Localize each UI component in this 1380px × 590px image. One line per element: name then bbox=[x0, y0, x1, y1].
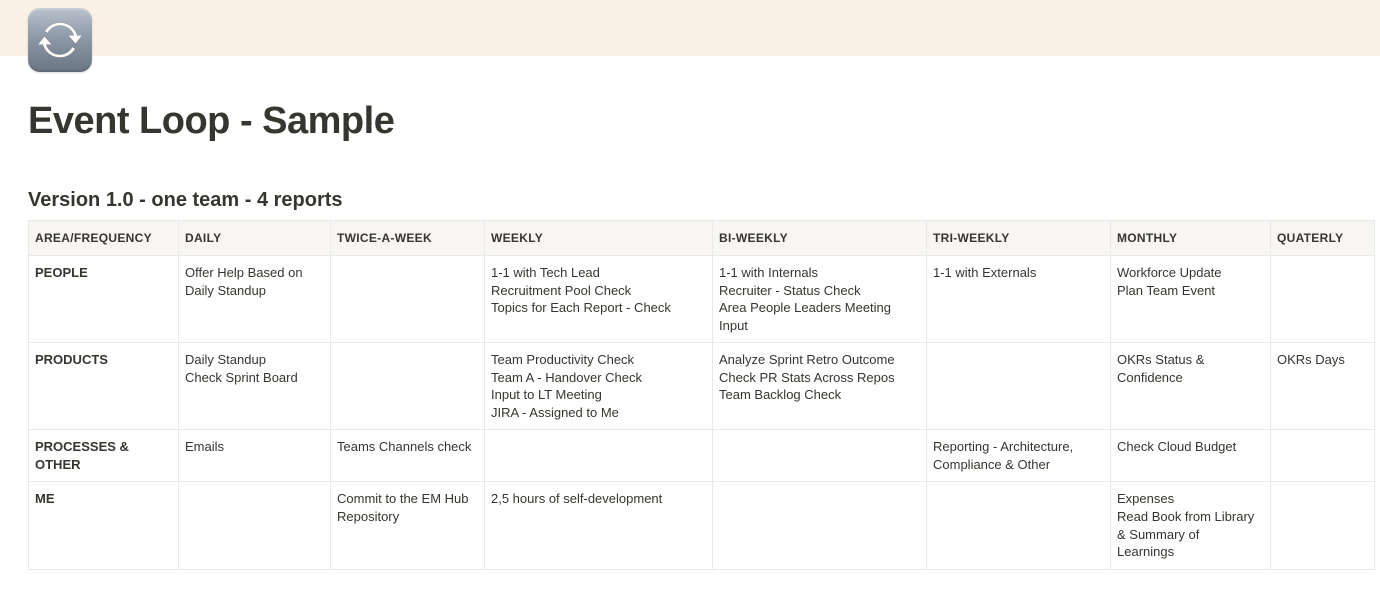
cell-line: 1-1 with Tech Lead bbox=[491, 264, 702, 282]
header-banner bbox=[0, 0, 1380, 56]
cell-line: Offer Help Based on Daily Standup bbox=[185, 264, 320, 299]
cell-line: Daily Standup bbox=[185, 351, 320, 369]
table-cell: Workforce UpdatePlan Team Event bbox=[1111, 256, 1271, 343]
table-row: PEOPLEOffer Help Based on Daily Standup 1… bbox=[29, 256, 1375, 343]
table-cell: Offer Help Based on Daily Standup bbox=[179, 256, 331, 343]
table-cell bbox=[927, 343, 1111, 430]
cell-line: Teams Channels check bbox=[337, 438, 474, 456]
content-area: Event Loop - Sample Version 1.0 - one te… bbox=[0, 56, 1380, 590]
cell-line: Emails bbox=[185, 438, 320, 456]
cell-line: Check Sprint Board bbox=[185, 369, 320, 387]
refresh-icon bbox=[28, 8, 92, 72]
cell-line: Input to LT Meeting bbox=[491, 386, 702, 404]
col-weekly: WEEKLY bbox=[485, 221, 713, 256]
col-quaterly: QUATERLY bbox=[1271, 221, 1375, 256]
table-row: ME Commit to the EM Hub Repository 2,5 hou… bbox=[29, 482, 1375, 569]
table-cell bbox=[713, 430, 927, 482]
cell-line: Recruitment Pool Check bbox=[491, 282, 702, 300]
col-tri-weekly: TRI-WEEKLY bbox=[927, 221, 1111, 256]
table-cell: Daily StandupCheck Sprint Board bbox=[179, 343, 331, 430]
cell-line: Commit to the EM Hub Repository bbox=[337, 490, 474, 525]
cell-line: Expenses bbox=[1117, 490, 1260, 508]
cell-line: 1-1 with Internals bbox=[719, 264, 916, 282]
table-cell bbox=[1271, 430, 1375, 482]
table-cell bbox=[713, 482, 927, 569]
table-cell: 1-1 with Tech LeadRecruitment Pool Check… bbox=[485, 256, 713, 343]
cell-line: Reporting - Architecture, Compliance & O… bbox=[933, 438, 1100, 473]
cell-line: Check Cloud Budget bbox=[1117, 438, 1260, 456]
cell-line: Read Book from Library & Summary of Lear… bbox=[1117, 508, 1260, 561]
subtitle: Version 1.0 - one team - 4 reports bbox=[28, 189, 1352, 212]
table-row: PRODUCTSDaily StandupCheck Sprint BoardT… bbox=[29, 343, 1375, 430]
cell-line: 2,5 hours of self-development bbox=[491, 490, 702, 508]
table-cell: Emails bbox=[179, 430, 331, 482]
table-cell: OKRs Status & Confidence bbox=[1111, 343, 1271, 430]
event-loop-table: AREA/FREQUENCY DAILY TWICE-A-WEEK WEEKLY… bbox=[28, 220, 1375, 570]
col-twice-a-week: TWICE-A-WEEK bbox=[331, 221, 485, 256]
table-cell bbox=[1271, 256, 1375, 343]
table-row: PROCESSES & OTHER Emails Teams Channels ch… bbox=[29, 430, 1375, 482]
table-header-row: AREA/FREQUENCY DAILY TWICE-A-WEEK WEEKLY… bbox=[29, 221, 1375, 256]
table-cell bbox=[331, 343, 485, 430]
col-daily: DAILY bbox=[179, 221, 331, 256]
cell-line: OKRs Days bbox=[1277, 351, 1364, 369]
cell-line: Topics for Each Report - Check bbox=[491, 299, 702, 317]
cell-line: Workforce Update bbox=[1117, 264, 1260, 282]
cell-line: JIRA - Assigned to Me bbox=[491, 404, 702, 422]
cell-line: Team Productivity Check bbox=[491, 351, 702, 369]
cell-line: Team Backlog Check bbox=[719, 386, 916, 404]
table-cell: Team Productivity CheckTeam A - Handover… bbox=[485, 343, 713, 430]
table-cell: 1-1 with Externals bbox=[927, 256, 1111, 343]
row-label: PROCESSES & OTHER bbox=[29, 430, 179, 482]
col-area-frequency: AREA/FREQUENCY bbox=[29, 221, 179, 256]
table-cell bbox=[1271, 482, 1375, 569]
col-monthly: MONTHLY bbox=[1111, 221, 1271, 256]
cell-line: Area People Leaders Meeting Input bbox=[719, 299, 916, 334]
table-cell bbox=[331, 256, 485, 343]
table-cell: 2,5 hours of self-development bbox=[485, 482, 713, 569]
table-cell: ExpensesRead Book from Library & Summary… bbox=[1111, 482, 1271, 569]
table-cell bbox=[485, 430, 713, 482]
cell-line: Recruiter - Status Check bbox=[719, 282, 916, 300]
table-cell bbox=[179, 482, 331, 569]
row-label: ME bbox=[29, 482, 179, 569]
page-title: Event Loop - Sample bbox=[28, 100, 1352, 143]
cell-line: Plan Team Event bbox=[1117, 282, 1260, 300]
cell-line: Analyze Sprint Retro Outcome bbox=[719, 351, 916, 369]
table-cell: Reporting - Architecture, Compliance & O… bbox=[927, 430, 1111, 482]
table-cell: Teams Channels check bbox=[331, 430, 485, 482]
table-cell: OKRs Days bbox=[1271, 343, 1375, 430]
row-label: PEOPLE bbox=[29, 256, 179, 343]
table-cell bbox=[927, 482, 1111, 569]
table-cell: Analyze Sprint Retro OutcomeCheck PR Sta… bbox=[713, 343, 927, 430]
row-label: PRODUCTS bbox=[29, 343, 179, 430]
cell-line: Team A - Handover Check bbox=[491, 369, 702, 387]
table-cell: Check Cloud Budget bbox=[1111, 430, 1271, 482]
cell-line: Check PR Stats Across Repos bbox=[719, 369, 916, 387]
cell-line: 1-1 with Externals bbox=[933, 264, 1100, 282]
table-cell: 1-1 with InternalsRecruiter - Status Che… bbox=[713, 256, 927, 343]
cell-line: OKRs Status & Confidence bbox=[1117, 351, 1260, 386]
col-bi-weekly: BI-WEEKLY bbox=[713, 221, 927, 256]
table-cell: Commit to the EM Hub Repository bbox=[331, 482, 485, 569]
